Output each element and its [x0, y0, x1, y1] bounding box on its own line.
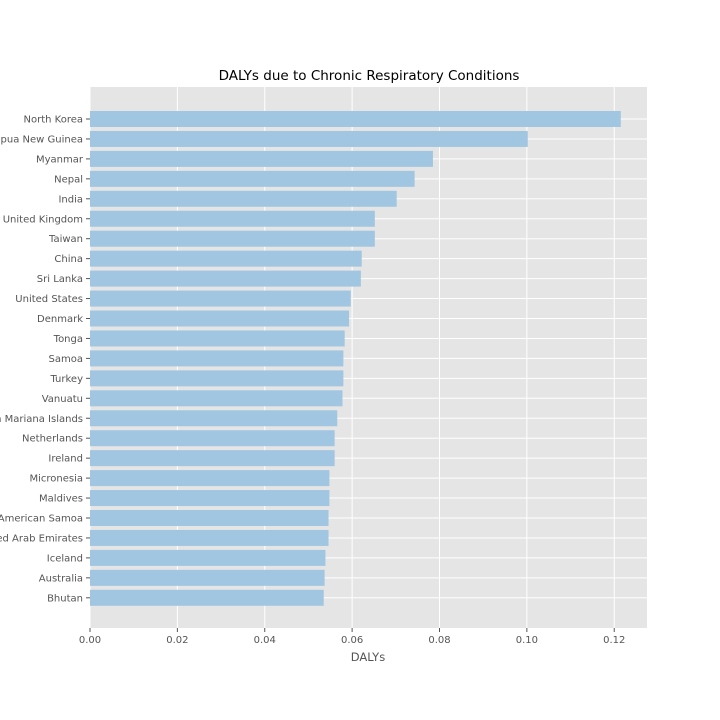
y-tick-label: United States — [15, 294, 83, 305]
bar — [90, 270, 361, 287]
bar — [90, 330, 345, 347]
x-tick-label: 0.00 — [79, 635, 101, 646]
bar — [90, 390, 343, 407]
bar — [90, 170, 415, 187]
bar — [90, 111, 621, 127]
y-tick-label: Taiwan — [48, 234, 83, 245]
bar — [90, 190, 397, 207]
bar — [90, 490, 330, 507]
y-tick-label: Myanmar — [36, 154, 84, 165]
x-tick-labels: 0.00 0.02 0.04 0.06 0.08 0.10 0.12 — [79, 628, 625, 646]
bar — [90, 510, 329, 526]
y-tick-label: Australia — [39, 573, 83, 584]
bars — [90, 111, 621, 606]
y-tick-label: Sri Lanka — [37, 274, 83, 285]
y-tick-label: United Kingdom — [3, 214, 83, 225]
y-tick-label: Maldives — [39, 494, 83, 505]
bar — [90, 250, 362, 267]
bar — [90, 569, 325, 586]
bar — [90, 529, 329, 546]
bar — [90, 410, 338, 427]
y-tick-label: Iceland — [47, 553, 83, 564]
y-tick-label: Bhutan — [47, 593, 83, 604]
bar — [90, 130, 528, 147]
chart-title: DALYs due to Chronic Respiratory Conditi… — [219, 68, 520, 84]
bar — [90, 210, 375, 227]
y-tick-label: Denmark — [37, 314, 83, 325]
bar — [90, 450, 335, 467]
y-tick-label: Micronesia — [29, 474, 83, 485]
bar — [90, 589, 324, 606]
y-tick-label: Netherlands — [22, 434, 83, 445]
x-tick-label: 0.12 — [603, 635, 625, 646]
y-tick-label: Nepal — [54, 174, 83, 185]
bar — [90, 230, 375, 247]
x-tick-label: 0.02 — [166, 635, 188, 646]
y-tick-label: Ireland — [48, 454, 83, 465]
x-tick-label: 0.06 — [341, 635, 363, 646]
y-tick-label: Tonga — [53, 334, 83, 345]
y-tick-label: United Arab Emirates — [0, 533, 83, 544]
y-tick-label: Vanuatu — [42, 394, 83, 405]
y-tick-label: Northern Mariana Islands — [0, 414, 83, 425]
bar — [90, 430, 335, 447]
bar — [90, 370, 344, 387]
y-tick-label: China — [54, 254, 83, 265]
x-tick-label: 0.04 — [254, 635, 276, 646]
y-tick-labels: North Korea Papua New Guinea Myanmar Nepal I… — [0, 115, 90, 604]
bar — [90, 310, 350, 327]
y-tick-label: American Samoa — [0, 514, 83, 525]
bar — [90, 470, 330, 487]
y-tick-label: Turkey — [49, 374, 83, 385]
x-tick-label: 0.08 — [428, 635, 450, 646]
y-tick-label: Papua New Guinea — [0, 134, 83, 145]
bar — [90, 549, 326, 566]
bar — [90, 290, 351, 307]
x-tick-label: 0.10 — [516, 635, 538, 646]
y-tick-label: Samoa — [49, 354, 83, 365]
y-tick-label: India — [58, 194, 83, 205]
bar — [90, 350, 344, 367]
y-tick-label: North Korea — [24, 115, 84, 126]
x-axis-label: DALYs — [351, 650, 385, 664]
bar — [90, 150, 433, 167]
